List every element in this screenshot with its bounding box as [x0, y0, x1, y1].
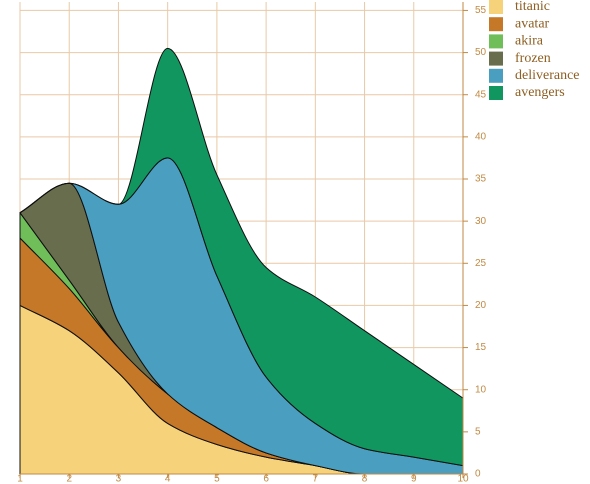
y-tick-label: 5 [475, 426, 481, 437]
x-tick-label: 1 [17, 474, 23, 484]
area-layer [19, 47, 464, 475]
legend-swatch-deliverance [489, 68, 503, 83]
y-tick-label: 10 [475, 384, 487, 395]
y-tick-label: 30 [475, 216, 487, 227]
legend-label-akira: akira [515, 34, 544, 49]
y-tick-label: 50 [475, 47, 487, 58]
y-tick-label: 55 [475, 5, 487, 16]
x-tick-label: 7 [313, 474, 319, 484]
y-tick-label: 20 [475, 300, 487, 311]
legend-label-avengers: avengers [515, 85, 565, 100]
x-tick-label: 6 [263, 474, 269, 484]
legend-swatch-titanic [489, 0, 503, 14]
legend-swatch-frozen [489, 51, 503, 66]
y-tick-label: 25 [475, 258, 487, 269]
y-tick-label: 35 [475, 174, 487, 185]
x-tick-label: 4 [165, 474, 171, 484]
legend-label-avatar: avatar [515, 16, 550, 31]
legend-label-frozen: frozen [515, 51, 551, 66]
x-tick-label: 3 [116, 474, 122, 484]
legend-swatch-avengers [489, 86, 503, 100]
legend-layer: titanic avatar akira frozen deliverance aveng… [489, 0, 580, 100]
x-tick-label: 5 [214, 474, 220, 484]
x-tick-label: 8 [362, 474, 368, 484]
y-tick-label: 0 [475, 469, 481, 480]
legend-label-deliverance: deliverance [515, 68, 580, 83]
x-tick-label: 2 [66, 474, 72, 484]
legend-swatch-avatar [489, 17, 503, 32]
y-tick-label: 15 [475, 342, 487, 353]
x-tick-label: 9 [411, 474, 417, 484]
legend-label-titanic: titanic [515, 0, 550, 14]
y-tick-label: 45 [475, 89, 487, 100]
series-area-avengers [19, 47, 464, 467]
y-tick-label: 40 [475, 131, 487, 142]
x-tick-label: 10 [457, 474, 469, 484]
legend-swatch-akira [489, 34, 503, 49]
